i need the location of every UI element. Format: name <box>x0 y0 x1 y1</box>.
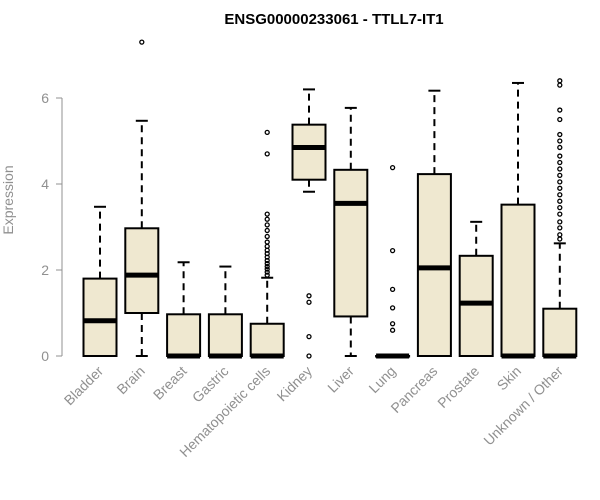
outlier-point <box>264 260 270 267</box>
outlier-point <box>557 225 563 231</box>
box-skin <box>500 81 536 359</box>
outlier-point <box>264 272 270 278</box>
outlier-point <box>306 293 312 299</box>
x-tick-label: Lung <box>365 363 398 396</box>
box-rect <box>166 313 202 358</box>
box-rect <box>500 203 536 357</box>
outlier-point <box>264 129 270 136</box>
box-kidney <box>291 88 327 359</box>
y-tick-label: 4 <box>41 176 49 192</box>
outlier-point <box>557 116 563 123</box>
y-axis: 0 2 4 6 <box>41 90 63 364</box>
x-tick-label: Brain <box>113 363 147 397</box>
outlier-point <box>264 269 270 275</box>
outlier-point <box>557 82 563 88</box>
box-bladder <box>82 205 118 358</box>
y-axis-label: Expression <box>0 165 16 234</box>
box-rect <box>333 168 369 318</box>
outlier-point <box>557 236 563 242</box>
chart-title: ENSG00000233061 - TTLL7-IT1 <box>224 11 443 28</box>
box-hematopoietic-cells <box>249 129 285 359</box>
outlier-point <box>557 185 563 191</box>
box-liver <box>333 106 369 357</box>
outlier-point <box>389 286 396 293</box>
outlier-point <box>306 299 312 305</box>
box-gastric <box>207 265 243 359</box>
outlier-point <box>389 305 396 311</box>
outlier-point <box>264 243 270 250</box>
outlier-point <box>139 39 145 45</box>
outlier-point <box>557 172 563 179</box>
outlier-point <box>264 233 270 240</box>
box-rect <box>416 173 452 357</box>
box-rect <box>249 322 285 357</box>
outlier-point <box>557 144 563 151</box>
box-rect <box>124 227 160 314</box>
outlier-point <box>389 165 396 171</box>
outlier-point <box>389 327 396 333</box>
box-rect <box>82 277 118 358</box>
outlier-point <box>557 211 563 217</box>
outlier-point <box>557 107 563 113</box>
x-tick-label: Breast <box>150 363 190 403</box>
outlier-point <box>557 179 563 185</box>
outlier-point <box>557 153 563 159</box>
box-pancreas <box>416 89 452 357</box>
outlier-point <box>264 227 270 234</box>
outlier-point <box>557 204 563 211</box>
y-tick-label: 2 <box>41 262 49 278</box>
outlier-point <box>389 247 396 254</box>
outlier-point <box>264 239 270 245</box>
y-tick-label: 0 <box>41 348 49 364</box>
outlier-point <box>557 131 563 138</box>
outlier-point <box>264 151 270 157</box>
outlier-point <box>264 263 270 270</box>
box-lung <box>375 165 411 359</box>
outlier-point <box>264 266 270 272</box>
boxes-group <box>82 39 578 359</box>
outlier-point <box>306 353 312 359</box>
outlier-point <box>264 222 270 228</box>
outlier-point <box>389 321 396 327</box>
outlier-point <box>557 219 563 225</box>
outlier-point <box>557 192 563 198</box>
x-tick-label: Bladder <box>61 363 107 409</box>
box-prostate <box>458 220 494 357</box>
x-tick-label: Skin <box>494 363 525 394</box>
box-rect <box>207 313 243 358</box>
box-unknown-other <box>542 78 578 359</box>
outlier-point <box>264 216 270 222</box>
box-rect <box>458 254 494 357</box>
outlier-point <box>557 198 563 204</box>
box-brain <box>124 39 160 357</box>
outlier-point <box>264 211 270 217</box>
box-breast <box>166 261 202 359</box>
outlier-point <box>557 138 563 144</box>
outlier-point <box>557 78 563 84</box>
outlier-point <box>557 232 563 238</box>
outlier-point <box>306 333 312 340</box>
x-tick-label: Unknown / Other <box>480 363 566 449</box>
x-tick-label: Kidney <box>274 363 316 405</box>
outlier-point <box>557 166 563 172</box>
outlier-point <box>557 159 563 166</box>
box-rect <box>291 123 327 181</box>
y-tick-label: 6 <box>41 90 49 106</box>
box-rect <box>542 307 578 358</box>
x-tick-label: Prostate <box>434 363 482 411</box>
x-tick-label: Liver <box>324 363 357 396</box>
